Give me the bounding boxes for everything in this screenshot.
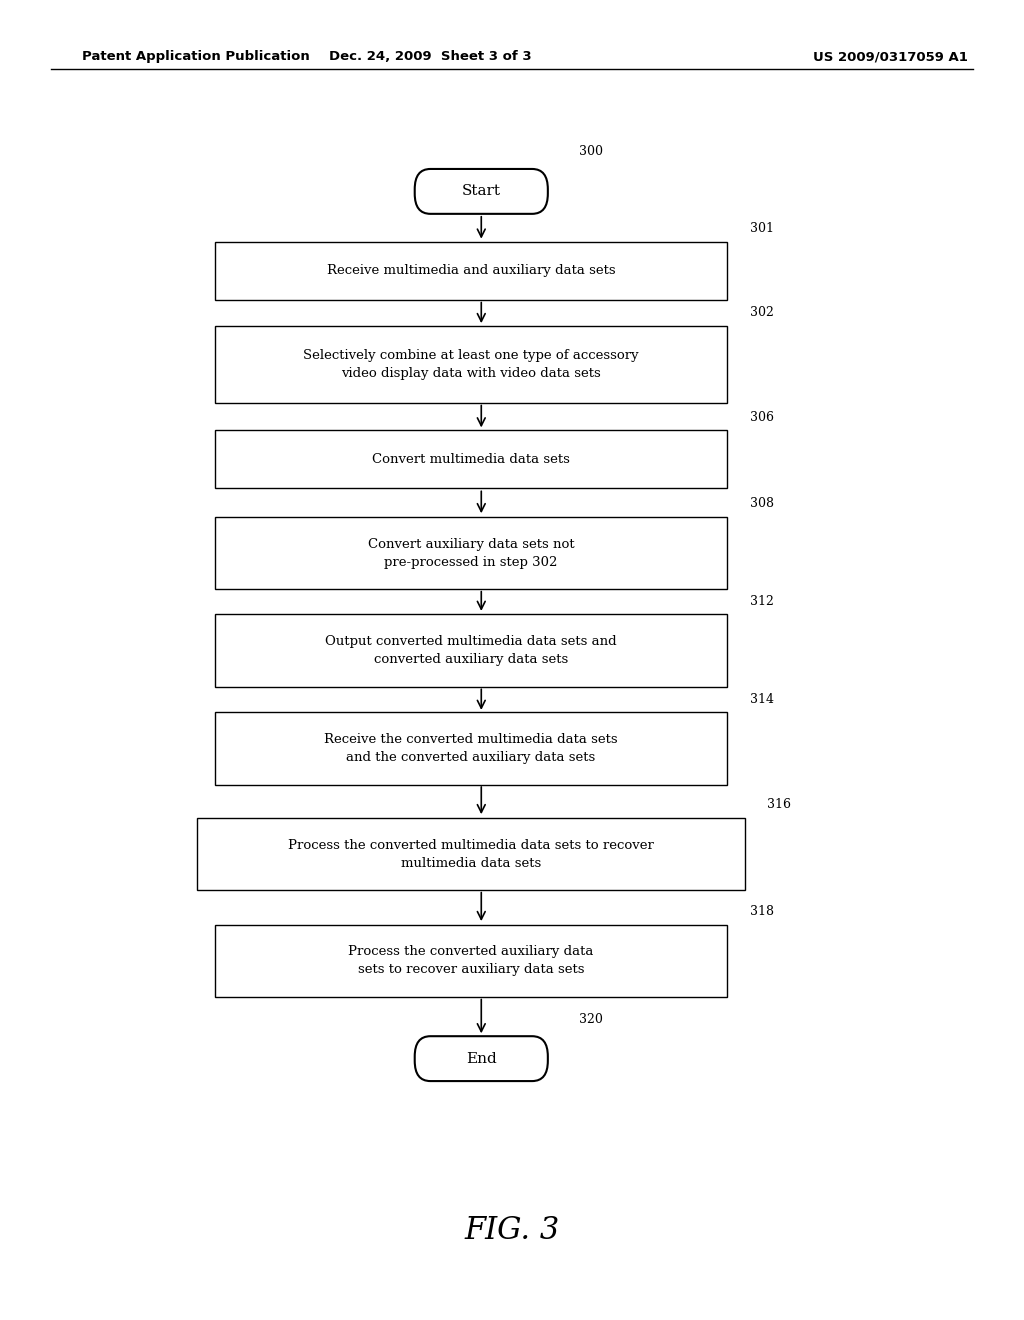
Text: Receive the converted multimedia data sets
and the converted auxiliary data sets: Receive the converted multimedia data se… <box>325 733 617 764</box>
Text: US 2009/0317059 A1: US 2009/0317059 A1 <box>813 50 969 63</box>
Text: 302: 302 <box>750 306 773 319</box>
Text: Start: Start <box>462 185 501 198</box>
Text: Convert multimedia data sets: Convert multimedia data sets <box>372 453 570 466</box>
Text: Receive multimedia and auxiliary data sets: Receive multimedia and auxiliary data se… <box>327 264 615 277</box>
Text: 316: 316 <box>768 799 792 810</box>
Text: 300: 300 <box>579 145 602 158</box>
Text: 308: 308 <box>750 498 773 511</box>
Text: Dec. 24, 2009  Sheet 3 of 3: Dec. 24, 2009 Sheet 3 of 3 <box>329 50 531 63</box>
Text: Patent Application Publication: Patent Application Publication <box>82 50 309 63</box>
Text: 312: 312 <box>750 595 773 607</box>
Text: FIG. 3: FIG. 3 <box>464 1214 560 1246</box>
Text: 320: 320 <box>579 1012 602 1026</box>
Text: End: End <box>466 1052 497 1065</box>
Text: 301: 301 <box>750 222 773 235</box>
Text: 314: 314 <box>750 693 773 705</box>
Text: Process the converted multimedia data sets to recover
multimedia data sets: Process the converted multimedia data se… <box>288 838 654 870</box>
Text: 306: 306 <box>750 411 773 424</box>
Text: Convert auxiliary data sets not
pre-processed in step 302: Convert auxiliary data sets not pre-proc… <box>368 537 574 569</box>
Text: Process the converted auxiliary data
sets to recover auxiliary data sets: Process the converted auxiliary data set… <box>348 945 594 977</box>
Text: Selectively combine at least one type of accessory
video display data with video: Selectively combine at least one type of… <box>303 348 639 380</box>
Text: 318: 318 <box>750 906 773 919</box>
Text: Output converted multimedia data sets and
converted auxiliary data sets: Output converted multimedia data sets an… <box>326 635 616 667</box>
